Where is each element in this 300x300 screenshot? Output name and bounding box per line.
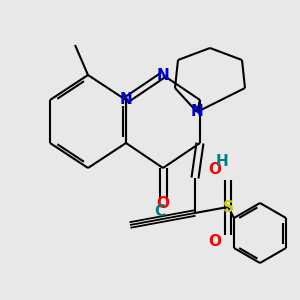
Text: S: S xyxy=(223,200,233,214)
Text: C: C xyxy=(154,205,166,220)
Text: N: N xyxy=(120,92,132,107)
Text: N: N xyxy=(190,104,203,119)
Text: H: H xyxy=(216,154,228,169)
Text: O: O xyxy=(208,235,221,250)
Text: O: O xyxy=(157,196,169,211)
Text: N: N xyxy=(157,68,169,82)
Text: O: O xyxy=(208,163,221,178)
